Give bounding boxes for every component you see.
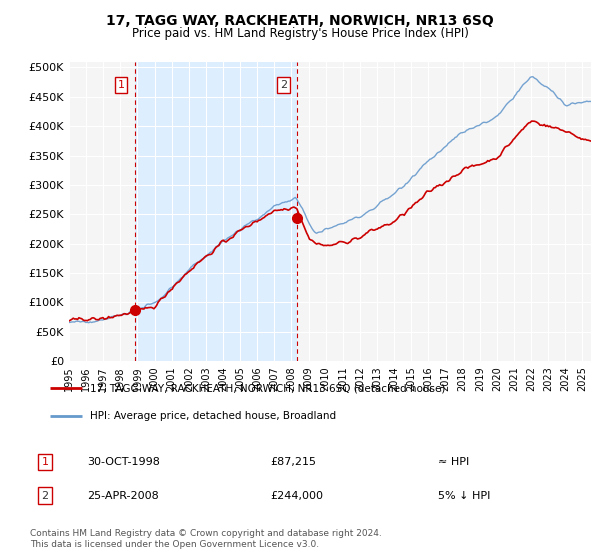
Text: 17, TAGG WAY, RACKHEATH, NORWICH, NR13 6SQ: 17, TAGG WAY, RACKHEATH, NORWICH, NR13 6… [106,14,494,28]
Text: 25-APR-2008: 25-APR-2008 [87,491,159,501]
Text: £87,215: £87,215 [270,457,316,467]
Text: 17, TAGG WAY, RACKHEATH, NORWICH, NR13 6SQ (detached house): 17, TAGG WAY, RACKHEATH, NORWICH, NR13 6… [89,383,445,393]
Text: Contains HM Land Registry data © Crown copyright and database right 2024.
This d: Contains HM Land Registry data © Crown c… [30,529,382,549]
Text: £244,000: £244,000 [270,491,323,501]
Text: ≈ HPI: ≈ HPI [438,457,469,467]
Text: 5% ↓ HPI: 5% ↓ HPI [438,491,490,501]
Text: 30-OCT-1998: 30-OCT-1998 [87,457,160,467]
Text: Price paid vs. HM Land Registry's House Price Index (HPI): Price paid vs. HM Land Registry's House … [131,27,469,40]
Bar [134,62,297,361]
Text: 2: 2 [41,491,49,501]
Text: 1: 1 [41,457,49,467]
Text: HPI: Average price, detached house, Broadland: HPI: Average price, detached house, Broa… [89,411,335,421]
Text: 2: 2 [280,80,287,90]
Text: 1: 1 [118,80,124,90]
